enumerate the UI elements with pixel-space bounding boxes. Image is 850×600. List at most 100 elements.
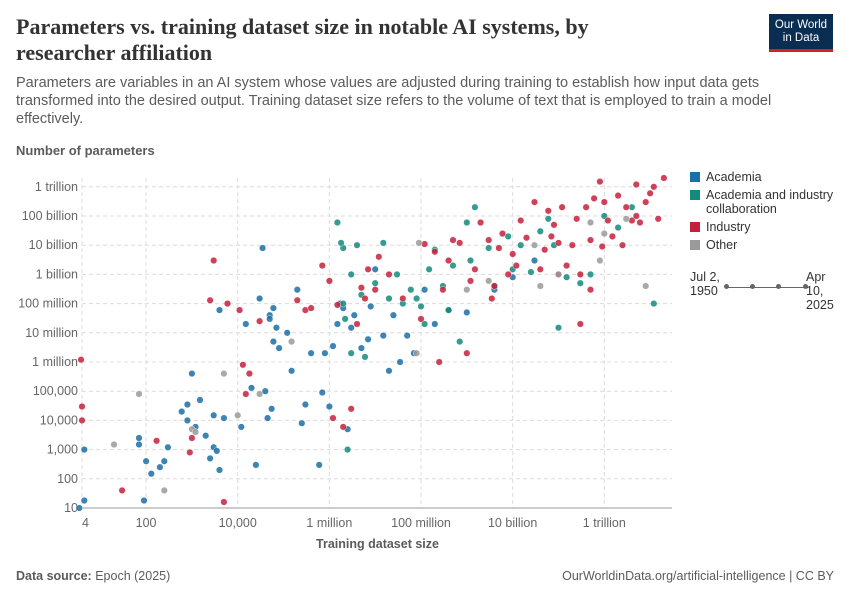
point-academia[interactable] [283,329,291,337]
point-academia[interactable] [371,265,379,273]
point-industry[interactable] [614,192,622,200]
point-industry[interactable] [558,203,566,211]
point-academia[interactable] [135,434,143,442]
point-industry[interactable] [371,286,379,294]
point-academia[interactable] [140,497,148,505]
point-industry[interactable] [78,416,86,424]
point-industry[interactable] [604,216,612,224]
point-academia-and-industry-collaboration[interactable] [417,302,425,310]
point-industry[interactable] [495,244,503,252]
point-academia[interactable] [275,344,283,352]
point-industry[interactable] [608,232,616,240]
point-academia-and-industry-collaboration[interactable] [650,300,658,308]
point-academia[interactable] [298,419,306,427]
point-other[interactable] [234,411,242,419]
point-other[interactable] [596,257,604,265]
point-academia-and-industry-collaboration[interactable] [393,270,401,278]
point-academia[interactable] [379,332,387,340]
point-other[interactable] [413,349,421,357]
point-academia[interactable] [293,286,301,294]
point-academia-and-industry-collaboration[interactable] [504,232,512,240]
point-industry[interactable] [636,218,644,226]
point-industry[interactable] [456,239,464,247]
point-academia-and-industry-collaboration[interactable] [379,239,387,247]
point-academia[interactable] [367,302,375,310]
point-industry[interactable] [547,232,555,240]
point-academia-and-industry-collaboration[interactable] [341,315,349,323]
point-industry[interactable] [650,183,658,191]
point-industry[interactable] [632,180,640,188]
point-academia-and-industry-collaboration[interactable] [361,353,369,361]
footer-link[interactable]: OurWorldinData.org/artificial-intelligen… [562,569,834,583]
point-academia[interactable] [202,432,210,440]
point-other[interactable] [536,282,544,290]
point-industry[interactable] [78,403,86,411]
point-industry[interactable] [186,448,194,456]
point-academia-and-industry-collaboration[interactable] [527,268,535,276]
point-academia[interactable] [220,414,228,422]
point-industry[interactable] [587,236,595,244]
point-other[interactable] [531,241,539,249]
point-industry[interactable] [293,296,301,304]
point-industry[interactable] [242,390,250,398]
point-industry[interactable] [582,203,590,211]
point-academia[interactable] [301,401,309,409]
point-academia-and-industry-collaboration[interactable] [445,306,453,314]
point-industry[interactable] [236,306,244,314]
point-academia-and-industry-collaboration[interactable] [413,295,421,303]
point-industry[interactable] [361,295,369,303]
point-academia[interactable] [183,401,191,409]
point-academia[interactable] [135,441,143,449]
point-industry[interactable] [490,282,498,290]
point-academia[interactable] [385,367,393,375]
point-academia[interactable] [315,461,323,469]
point-academia[interactable] [183,416,191,424]
timeline-start-handle[interactable] [724,284,729,289]
point-academia[interactable] [75,504,83,512]
point-academia-and-industry-collaboration[interactable] [536,227,544,235]
point-industry[interactable] [431,248,439,256]
point-industry[interactable] [600,198,608,206]
point-other[interactable] [160,486,168,494]
legend-item-industry[interactable]: Industry [690,220,845,234]
point-academia-and-industry-collaboration[interactable] [333,218,341,226]
point-academia[interactable] [463,308,471,316]
point-academia[interactable] [318,389,326,397]
point-academia-and-industry-collaboration[interactable] [407,286,415,294]
point-industry[interactable] [573,215,581,223]
point-academia-and-industry-collaboration[interactable] [449,262,457,270]
point-academia-and-industry-collaboration[interactable] [339,300,347,308]
point-academia-and-industry-collaboration[interactable] [485,244,493,252]
point-other[interactable] [415,239,423,247]
point-academia-and-industry-collaboration[interactable] [421,320,429,328]
point-industry[interactable] [206,296,214,304]
point-industry[interactable] [642,198,650,206]
point-industry[interactable] [245,370,253,378]
point-academia[interactable] [333,320,341,328]
point-industry[interactable] [307,304,315,312]
point-industry[interactable] [325,277,333,285]
point-academia-and-industry-collaboration[interactable] [347,270,355,278]
point-academia[interactable] [266,315,274,323]
owid-logo[interactable]: Our World in Data [769,14,833,52]
point-industry[interactable] [329,414,337,422]
point-industry[interactable] [210,257,218,265]
point-academia[interactable] [389,311,397,319]
point-academia[interactable] [215,466,223,474]
point-academia[interactable] [206,454,214,462]
point-academia[interactable] [269,304,277,312]
point-industry[interactable] [654,215,662,223]
point-academia-and-industry-collaboration[interactable] [456,338,464,346]
timeline-end-handle[interactable] [803,284,808,289]
point-industry[interactable] [220,498,228,506]
point-academia[interactable] [80,497,88,505]
point-industry[interactable] [619,241,627,249]
point-industry[interactable] [531,198,539,206]
point-academia-and-industry-collaboration[interactable] [337,239,345,247]
point-other[interactable] [135,390,143,398]
point-industry[interactable] [239,361,247,369]
point-academia-and-industry-collaboration[interactable] [371,279,379,287]
point-academia-and-industry-collaboration[interactable] [587,270,595,278]
point-industry[interactable] [568,241,576,249]
point-industry[interactable] [188,434,196,442]
